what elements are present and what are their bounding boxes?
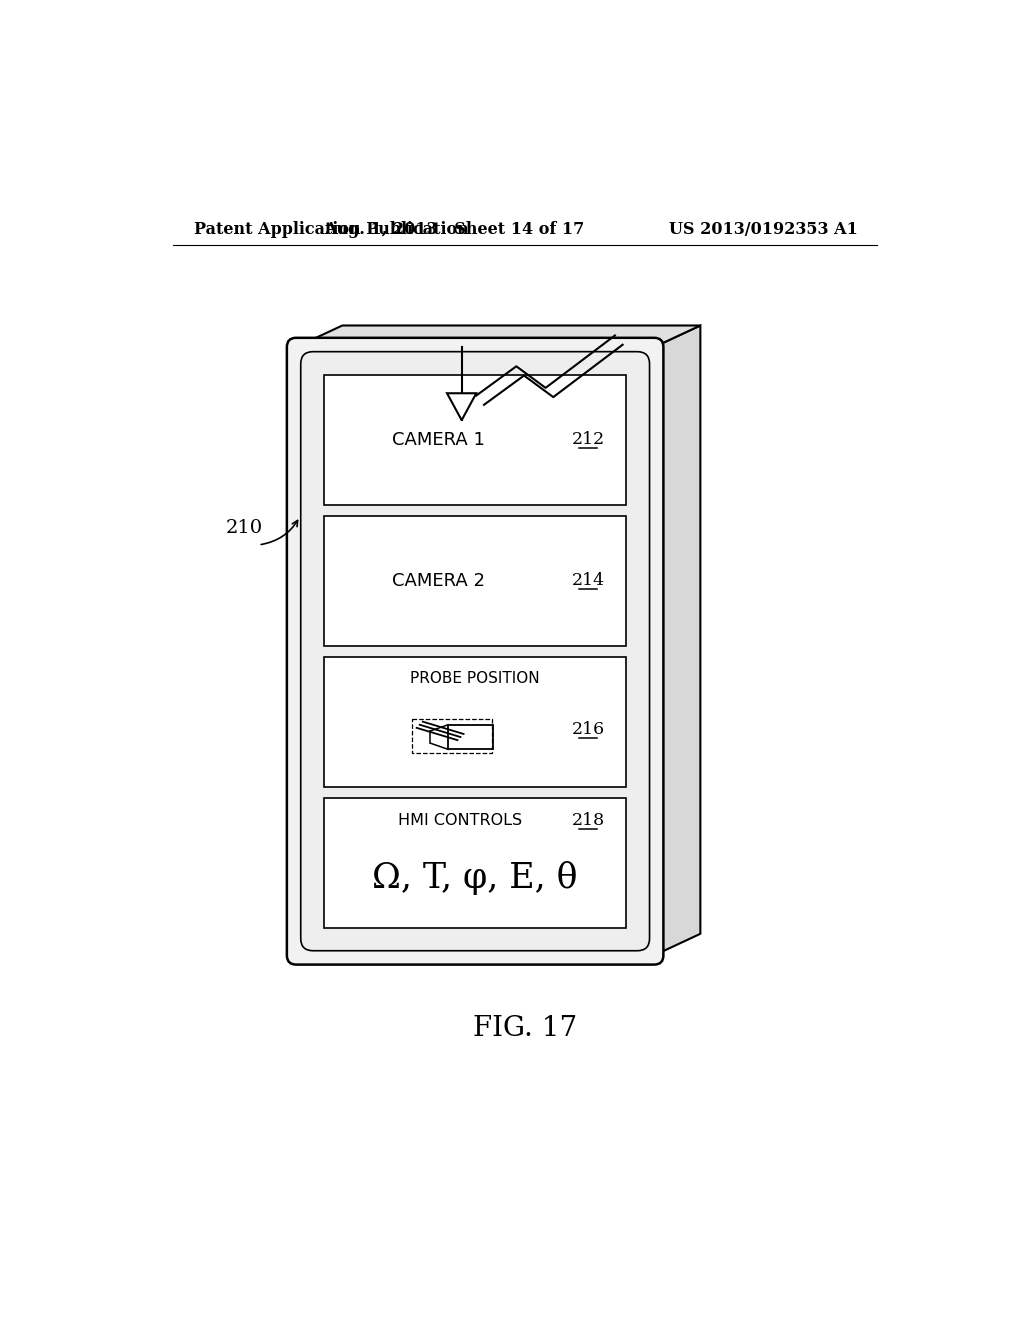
Text: HMI CONTROLS: HMI CONTROLS bbox=[397, 813, 522, 828]
Text: Aug. 1, 2013   Sheet 14 of 17: Aug. 1, 2013 Sheet 14 of 17 bbox=[324, 220, 584, 238]
Bar bbox=[324, 656, 627, 787]
Bar bbox=[324, 797, 627, 928]
Text: CAMERA 1: CAMERA 1 bbox=[392, 430, 485, 449]
Text: 216: 216 bbox=[571, 721, 604, 738]
FancyBboxPatch shape bbox=[301, 351, 649, 950]
Text: CAMERA 2: CAMERA 2 bbox=[392, 572, 485, 590]
Text: 212: 212 bbox=[571, 432, 604, 449]
Text: 214: 214 bbox=[571, 573, 604, 589]
Text: FIG. 17: FIG. 17 bbox=[473, 1015, 577, 1041]
Text: 218: 218 bbox=[571, 812, 604, 829]
Bar bbox=[412, 718, 493, 754]
Bar bbox=[324, 375, 627, 506]
Text: Patent Application Publication: Patent Application Publication bbox=[194, 220, 468, 238]
FancyBboxPatch shape bbox=[287, 338, 664, 965]
Bar bbox=[449, 725, 493, 750]
Text: Ω, T, φ, E, θ: Ω, T, φ, E, θ bbox=[373, 861, 578, 895]
Polygon shape bbox=[447, 393, 476, 420]
Text: PROBE POSITION: PROBE POSITION bbox=[411, 671, 540, 685]
Text: US 2013/0192353 A1: US 2013/0192353 A1 bbox=[670, 220, 858, 238]
Polygon shape bbox=[296, 326, 700, 347]
Polygon shape bbox=[654, 326, 700, 956]
Bar bbox=[324, 516, 627, 645]
Text: 210: 210 bbox=[226, 519, 263, 537]
